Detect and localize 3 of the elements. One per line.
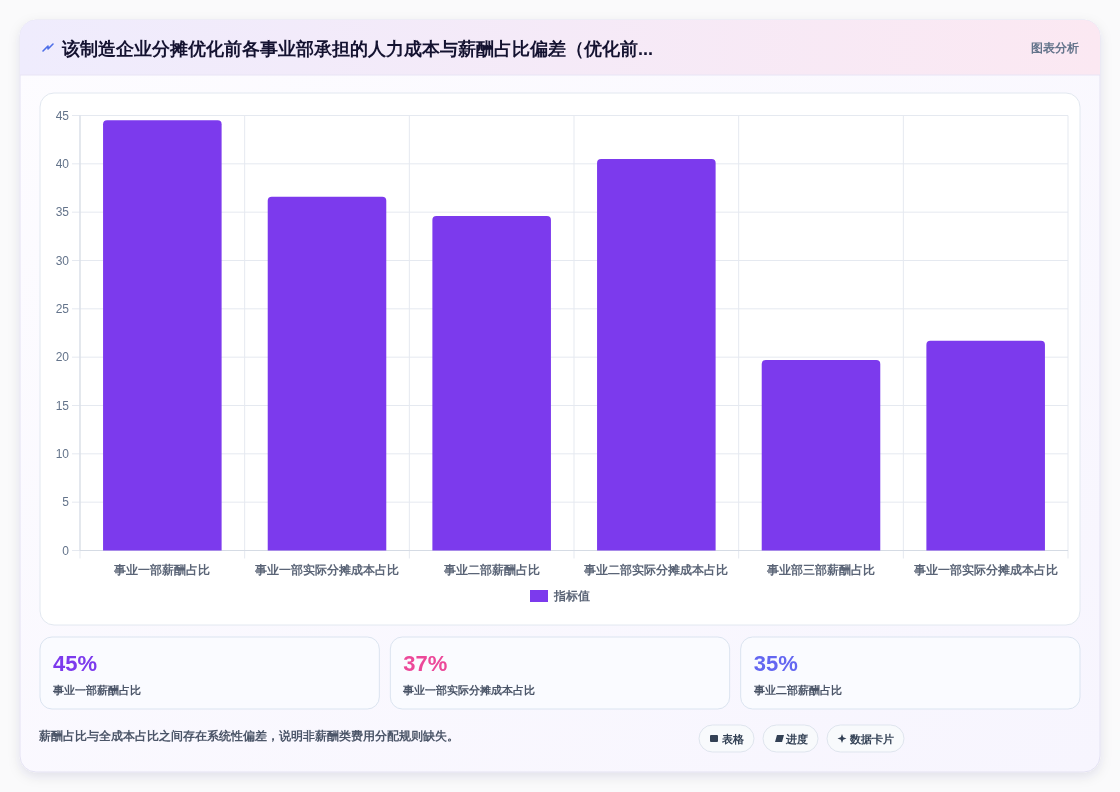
title: 该制造企业分摊优化前各事业部承担的人力成本与薪酬占比偏差（优化前... (62, 38, 653, 59)
subtitle: 图表分析 (1031, 41, 1079, 55)
note: 薪酬占比与全成本占比之间存在系统性偏差，说明非薪酬类费用分配规则缺失。 (39, 728, 459, 743)
